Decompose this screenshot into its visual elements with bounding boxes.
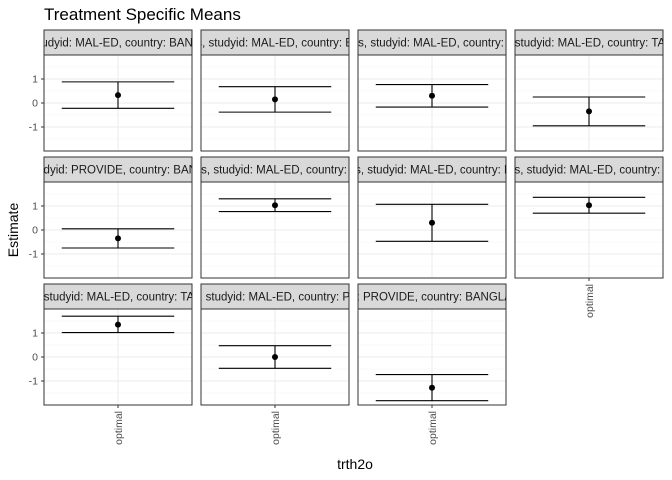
strip-label: months, studyid: MAL-ED, country: PERU <box>483 165 672 177</box>
strip-background <box>43 156 193 183</box>
estimate-point <box>429 219 435 226</box>
estimate-point <box>115 321 121 328</box>
estimate-point <box>586 202 592 209</box>
panel-border <box>200 181 350 279</box>
facet-panels: months, studyid: MAL-ED, country: BANGLA… <box>0 29 672 445</box>
strip-label: months, studyid: MAL-ED, country: TANZAN… <box>471 38 672 50</box>
strip-background <box>200 156 350 183</box>
facet-panel: months, studyid: MAL-ED, country: TANZAN… <box>471 29 672 152</box>
facet-panel: months, studyid: MAL-ED, country: BANGLA… <box>0 29 248 152</box>
strip-label: months, studyid: MAL-ED, country: TANZAN… <box>0 292 237 304</box>
y-tick-label: -1 <box>29 249 38 261</box>
y-tick-label: 0 <box>32 225 38 237</box>
x-tick-label: optimal <box>427 411 439 445</box>
strip-label: months, studyid: MAL-ED, country: BANGLA… <box>0 38 248 50</box>
strip-background <box>43 29 193 56</box>
strip-label: months, studyid: MAL-ED, country: NEPAL <box>323 165 541 177</box>
estimate-point <box>272 354 278 360</box>
panel-border <box>514 54 664 152</box>
facet-panel: months, studyid: PROVIDE, country: BANGL… <box>0 156 252 279</box>
strip-background <box>43 283 193 310</box>
estimate-point <box>115 92 121 99</box>
strip-background <box>357 29 507 56</box>
estimate-point <box>429 92 435 99</box>
strip-label: months, studyid: MAL-ED, country: INDIA <box>169 165 381 177</box>
strip-label: months, studyid: MAL-ED, country: BRAZIL <box>164 38 386 50</box>
x-tick-label: optimal <box>270 411 282 445</box>
facet-panel: months, studyid: MAL-ED, country: INDIA <box>169 156 381 279</box>
y-tick-label: 1 <box>32 201 38 213</box>
y-tick-label: -1 <box>29 122 38 134</box>
estimate-point <box>115 235 121 242</box>
panel-border <box>357 181 507 279</box>
estimate-point <box>429 384 435 391</box>
facet-panel: months, studyid: MAL-ED, country: NEPAL <box>323 156 541 279</box>
facet-panel: Birth, studyid: MAL-ED, country: PERU opt… <box>176 283 375 445</box>
panel-border <box>200 54 350 152</box>
chart-title: Treatment Specific Means <box>44 5 241 24</box>
strip-background <box>200 29 350 56</box>
x-tick-label: optimal <box>113 411 125 445</box>
estimate-point <box>272 202 278 209</box>
facet-panel: months, studyid: MAL-ED, country: PERU op… <box>483 156 672 318</box>
facet-panel: months, studyid: MAL-ED, country: TANZAN… <box>0 283 237 445</box>
strip-label: studyid: PROVIDE, country: BANGLADESH <box>320 292 544 304</box>
panel-border <box>357 54 507 152</box>
facet-panel: months, studyid: MAL-ED, country: BRAZIL <box>164 29 386 152</box>
y-tick-label: 1 <box>32 328 38 340</box>
y-tick-label: 0 <box>32 98 38 110</box>
y-tick-label: 1 <box>32 74 38 86</box>
strip-background <box>514 29 664 56</box>
strip-label: Birth, studyid: MAL-ED, country: PERU <box>176 292 375 304</box>
y-tick-label: -1 <box>29 376 38 388</box>
y-axis-title: Estimate <box>5 203 21 258</box>
estimate-point <box>272 96 278 103</box>
strip-label: months, studyid: MAL-ED, country: INDIA <box>326 38 538 50</box>
y-tick-label: 0 <box>32 352 38 364</box>
estimate-point <box>586 108 592 115</box>
facet-panel: studyid: PROVIDE, country: BANGLADESH opt… <box>320 283 544 445</box>
x-axis-title: trth2o <box>337 456 373 472</box>
x-tick-label: optimal <box>584 284 596 318</box>
facet-panel: months, studyid: MAL-ED, country: INDIA <box>326 29 538 152</box>
strip-label: months, studyid: PROVIDE, country: BANGL… <box>0 165 252 177</box>
